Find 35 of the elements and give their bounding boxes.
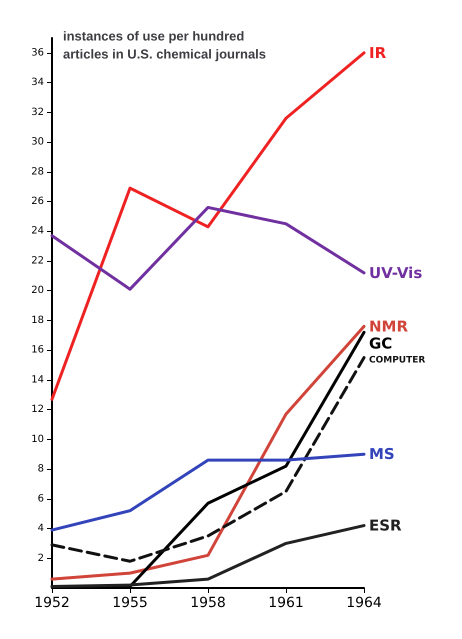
y-tick-label: 14 <box>31 374 44 386</box>
x-tick-label: 1961 <box>268 595 304 611</box>
series-label: UV-Vis <box>369 264 422 282</box>
y-tick-label: 26 <box>31 196 44 208</box>
y-tick-label: 20 <box>31 285 44 296</box>
series-label: GC <box>369 334 392 352</box>
y-tick-label: 2 <box>38 552 44 564</box>
chart-title: instances of use per hundred articles in U.S. chemical journals <box>63 28 266 62</box>
series-label: IR <box>369 44 387 62</box>
line-series <box>50 206 366 291</box>
series-label: ESR <box>369 516 402 535</box>
y-tick-label: 4 <box>38 523 44 534</box>
series-label: COMPUTER <box>369 355 426 366</box>
x-tick-label: 1955 <box>112 595 148 611</box>
x-tick-label: 1958 <box>190 595 226 611</box>
series-label: NMR <box>369 317 408 336</box>
y-tick-label: 8 <box>38 464 44 475</box>
y-tick-label: 10 <box>31 434 44 445</box>
line-series <box>50 51 366 401</box>
y-tick-label: 34 <box>31 77 44 88</box>
line-series <box>50 452 366 532</box>
y-tick-label: 30 <box>31 136 44 148</box>
y-tick-label: 18 <box>31 314 44 326</box>
y-tick-label: 28 <box>31 166 44 178</box>
y-tick-label: 6 <box>38 493 44 504</box>
x-tick-label: 1952 <box>34 595 70 611</box>
y-tick-label: 24 <box>31 226 44 237</box>
y-tick-label: 32 <box>31 106 44 118</box>
series-label: MS <box>369 445 395 464</box>
y-tick-label: 12 <box>31 404 44 416</box>
y-tick-label: 36 <box>31 47 44 58</box>
y-tick-label: 16 <box>31 344 44 356</box>
y-tick-label: 22 <box>31 255 44 266</box>
line-series <box>50 356 366 563</box>
x-tick-label: 1964 <box>346 595 382 611</box>
